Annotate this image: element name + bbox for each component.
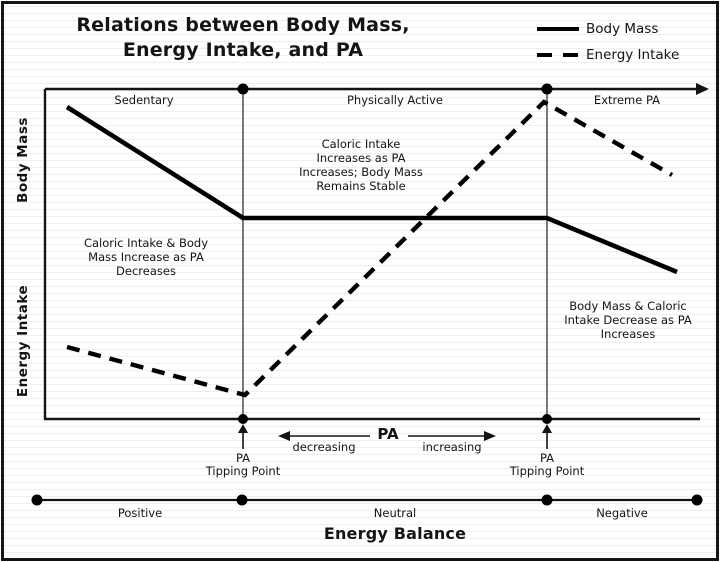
pa-decreasing-label: decreasing xyxy=(292,440,356,454)
tipping-dot-top-left xyxy=(237,83,249,95)
legend: Body Mass Energy Intake xyxy=(537,19,679,65)
y-axis-label-energy-intake: Energy Intake xyxy=(15,284,31,398)
zone-label-extreme-pa: Extreme PA xyxy=(593,93,661,107)
y-axis-label-body-mass: Body Mass xyxy=(15,117,31,203)
tipping-point-label-right: PA Tipping Point xyxy=(509,451,585,478)
tipping-arrowhead-left-icon xyxy=(238,424,248,433)
legend-label: Body Mass xyxy=(586,21,659,37)
energy-balance-segment-negative: Negative xyxy=(596,506,648,520)
legend-item-energy-intake: Energy Intake xyxy=(537,45,679,65)
energy-balance-dot-4 xyxy=(691,494,703,506)
annotation-left: Caloric Intake & Body Mass Increase as P… xyxy=(83,236,209,278)
dashed-line-swatch-icon xyxy=(537,53,579,57)
energy-intake-line xyxy=(66,99,674,398)
solid-line-swatch-icon xyxy=(537,27,579,31)
annotation-right: Body Mass & Caloric Intake Decrease as P… xyxy=(564,299,692,341)
pa-increasing-label: increasing xyxy=(422,440,482,454)
energy-balance-segment-neutral: Neutral xyxy=(373,506,417,520)
figure-title: Relations between Body Mass, Energy Inta… xyxy=(76,14,410,61)
tipping-point-label-left: PA Tipping Point xyxy=(205,451,281,478)
tipping-dot-top-right xyxy=(541,83,553,95)
zone-label-physically-active: Physically Active xyxy=(346,93,443,107)
annotation-middle: Caloric Intake Increases as PA Increases… xyxy=(299,137,423,193)
energy-balance-dot-3 xyxy=(541,494,553,506)
tipping-dot-bottom-left xyxy=(238,414,248,424)
pa-increasing-arrowhead-icon xyxy=(484,431,496,441)
legend-item-body-mass: Body Mass xyxy=(537,19,679,39)
energy-balance-dot-2 xyxy=(236,494,248,506)
legend-label: Energy Intake xyxy=(586,47,680,63)
tipping-arrowhead-right-icon xyxy=(542,424,552,433)
energy-balance-segment-positive: Positive xyxy=(117,506,163,520)
top-axis-arrowhead-icon xyxy=(696,83,709,95)
tipping-dot-bottom-right xyxy=(542,414,552,424)
energy-balance-title: Energy Balance xyxy=(323,524,467,543)
zone-label-sedentary: Sedentary xyxy=(114,93,174,107)
body-mass-line xyxy=(65,105,678,275)
pa-axis-label: PA xyxy=(377,425,399,443)
energy-balance-dot-1 xyxy=(31,494,43,506)
pa-decreasing-arrowhead-icon xyxy=(278,431,290,441)
